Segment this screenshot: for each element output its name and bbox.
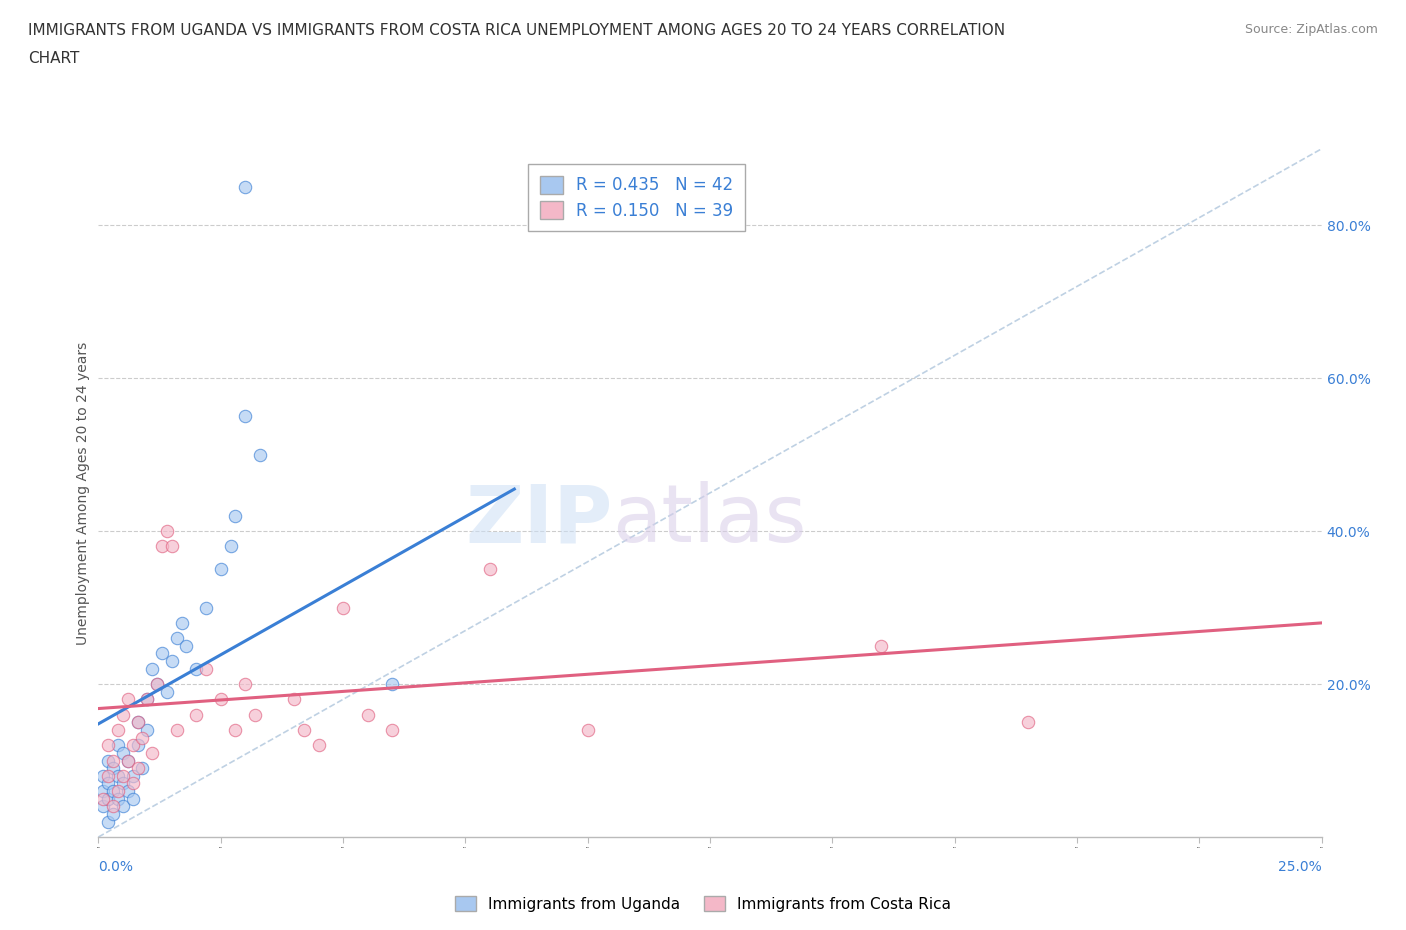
Point <box>176 638 198 653</box>
Point <box>156 524 179 538</box>
Point <box>101 784 124 799</box>
Point <box>107 737 129 752</box>
Point <box>156 684 179 699</box>
Point <box>101 806 124 821</box>
Point <box>111 768 134 783</box>
Point <box>111 799 134 814</box>
Point <box>97 737 120 752</box>
Point <box>186 707 208 722</box>
Point <box>107 791 129 806</box>
Point <box>131 730 153 745</box>
Point <box>111 707 134 722</box>
Point <box>127 737 149 752</box>
Point <box>1017 715 1039 730</box>
Legend: R = 0.435   N = 42, R = 0.150   N = 39: R = 0.435 N = 42, R = 0.150 N = 39 <box>529 164 745 232</box>
Point <box>121 791 143 806</box>
Point <box>127 715 149 730</box>
Point <box>576 723 599 737</box>
Point <box>146 677 169 692</box>
Point <box>308 737 330 752</box>
Point <box>219 539 242 554</box>
Point <box>136 692 159 707</box>
Text: 25.0%: 25.0% <box>1278 860 1322 874</box>
Text: CHART: CHART <box>28 51 80 66</box>
Point <box>141 746 163 761</box>
Point <box>209 692 232 707</box>
Point <box>111 746 134 761</box>
Legend: Immigrants from Uganda, Immigrants from Costa Rica: Immigrants from Uganda, Immigrants from … <box>449 889 957 918</box>
Text: Source: ZipAtlas.com: Source: ZipAtlas.com <box>1244 23 1378 36</box>
Point <box>195 600 218 615</box>
Point <box>195 661 218 676</box>
Point <box>111 776 134 790</box>
Point <box>243 707 266 722</box>
Point <box>121 776 143 790</box>
Point <box>233 179 256 194</box>
Point <box>91 768 114 783</box>
Point <box>107 723 129 737</box>
Point <box>160 654 183 669</box>
Point <box>166 631 188 645</box>
Point <box>136 692 159 707</box>
Point <box>136 723 159 737</box>
Point <box>160 539 183 554</box>
Point <box>224 723 246 737</box>
Point <box>233 409 256 424</box>
Point <box>117 784 139 799</box>
Point <box>117 692 139 707</box>
Point <box>381 677 404 692</box>
Point <box>117 753 139 768</box>
Text: ZIP: ZIP <box>465 482 612 560</box>
Y-axis label: Unemployment Among Ages 20 to 24 years: Unemployment Among Ages 20 to 24 years <box>76 341 90 644</box>
Point <box>292 723 315 737</box>
Point <box>127 761 149 776</box>
Point <box>249 447 271 462</box>
Point <box>166 723 188 737</box>
Point <box>131 761 153 776</box>
Point <box>91 784 114 799</box>
Point <box>381 723 404 737</box>
Point <box>233 677 256 692</box>
Point <box>97 768 120 783</box>
Text: 0.0%: 0.0% <box>98 860 134 874</box>
Point <box>283 692 305 707</box>
Point <box>870 638 893 653</box>
Point <box>97 791 120 806</box>
Point <box>224 509 246 524</box>
Point <box>170 616 193 631</box>
Point <box>478 562 501 577</box>
Point <box>141 661 163 676</box>
Point <box>107 784 129 799</box>
Point <box>121 768 143 783</box>
Point <box>107 768 129 783</box>
Text: atlas: atlas <box>612 482 807 560</box>
Point <box>97 753 120 768</box>
Point <box>117 753 139 768</box>
Point <box>146 677 169 692</box>
Point <box>101 799 124 814</box>
Point <box>97 776 120 790</box>
Text: IMMIGRANTS FROM UGANDA VS IMMIGRANTS FROM COSTA RICA UNEMPLOYMENT AMONG AGES 20 : IMMIGRANTS FROM UGANDA VS IMMIGRANTS FRO… <box>28 23 1005 38</box>
Point <box>101 761 124 776</box>
Point <box>209 562 232 577</box>
Point <box>332 600 354 615</box>
Point <box>121 737 143 752</box>
Point <box>150 646 173 661</box>
Point <box>97 815 120 830</box>
Point <box>101 753 124 768</box>
Point <box>127 715 149 730</box>
Point <box>186 661 208 676</box>
Point <box>356 707 378 722</box>
Point <box>91 799 114 814</box>
Point <box>91 791 114 806</box>
Point <box>150 539 173 554</box>
